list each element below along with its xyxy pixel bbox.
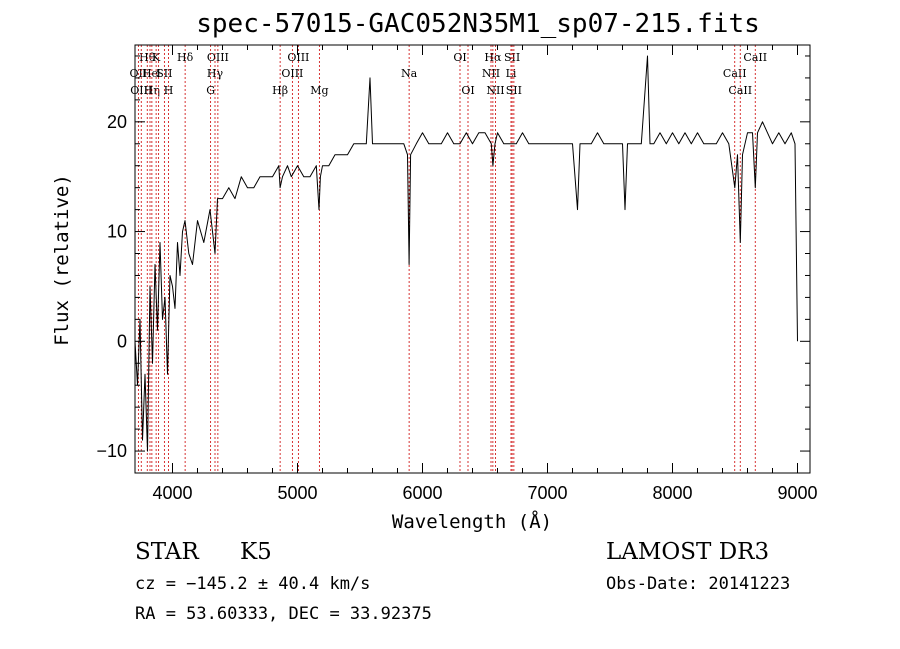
spectral-line-label: Hδ bbox=[177, 51, 194, 64]
chart-title: spec-57015-GAC052N35M1_sp07-215.fits bbox=[196, 9, 760, 39]
x-tick-label: 5000 bbox=[277, 483, 317, 503]
spectrum-series bbox=[134, 55, 798, 452]
spectral-line-label: SII bbox=[156, 67, 172, 80]
spectral-line-label: OIII bbox=[287, 51, 309, 64]
spectral-line-label: SII bbox=[504, 51, 520, 64]
plot-frame bbox=[134, 44, 811, 474]
x-axis-label: Wavelength (Å) bbox=[392, 510, 552, 533]
spectral-line-label: Li bbox=[506, 67, 517, 80]
spectral-line-label: CaII bbox=[723, 67, 747, 80]
spectral-line-label: H bbox=[164, 84, 174, 97]
spectral-line-label: OI bbox=[461, 84, 474, 97]
observation-date: Obs-Date: 20141223 bbox=[606, 574, 791, 594]
spectral-line-label: CaII bbox=[743, 51, 767, 64]
coordinates: RA = 53.60333, DEC = 33.92375 bbox=[135, 604, 432, 624]
y-tick-label: 0 bbox=[117, 331, 127, 351]
spectral-line-label: NII bbox=[486, 84, 504, 97]
spectral-line-label: I bbox=[156, 67, 160, 80]
y-tick-label: 20 bbox=[107, 112, 127, 132]
survey-name: LAMOST DR3 bbox=[606, 539, 770, 565]
x-tick-label: 4000 bbox=[152, 483, 192, 503]
y-tick-label: 10 bbox=[107, 222, 127, 242]
spectral-line-label: OIII bbox=[130, 84, 152, 97]
spectral-line-label: G bbox=[206, 84, 215, 97]
spectral-line-label: Na bbox=[401, 67, 418, 80]
x-tick-label: 9000 bbox=[777, 483, 817, 503]
spectral-line-label: Hη bbox=[144, 84, 160, 97]
spectral-line-label: Hα bbox=[484, 51, 502, 64]
spectral-line-label: OI bbox=[453, 51, 466, 64]
spectral-line-label: Hγ bbox=[207, 67, 224, 80]
x-tick-label: 8000 bbox=[652, 483, 692, 503]
y-axis: −10 0 10 20 bbox=[96, 55, 810, 461]
spectral-line-label: He bbox=[142, 67, 158, 80]
y-tick-label: −10 bbox=[96, 441, 127, 461]
x-axis: 4000 5000 6000 7000 8000 9000 bbox=[152, 45, 818, 503]
spectral-line-label: Hβ bbox=[272, 84, 288, 97]
spectral-line-label: OIII bbox=[281, 67, 303, 80]
spectral-line-label: CaII bbox=[728, 84, 752, 97]
y-axis-label: Flux (relative) bbox=[51, 174, 73, 346]
object-subclass: K5 bbox=[240, 539, 272, 565]
x-tick-label: 7000 bbox=[527, 483, 567, 503]
spectral-line-label: NII bbox=[482, 67, 500, 80]
spectral-line-label: Mg bbox=[310, 84, 328, 97]
velocity-readout: cz = −145.2 ± 40.4 km/s bbox=[135, 574, 371, 594]
spectrum-line bbox=[134, 55, 798, 452]
object-class: STAR bbox=[135, 539, 199, 565]
spectral-line-label: OII bbox=[130, 67, 148, 80]
x-tick-label: 6000 bbox=[402, 483, 442, 503]
spectral-line-label: SII bbox=[506, 84, 522, 97]
spectral-line-label: OIII bbox=[207, 51, 229, 64]
spectral-line-label: K bbox=[152, 51, 161, 64]
